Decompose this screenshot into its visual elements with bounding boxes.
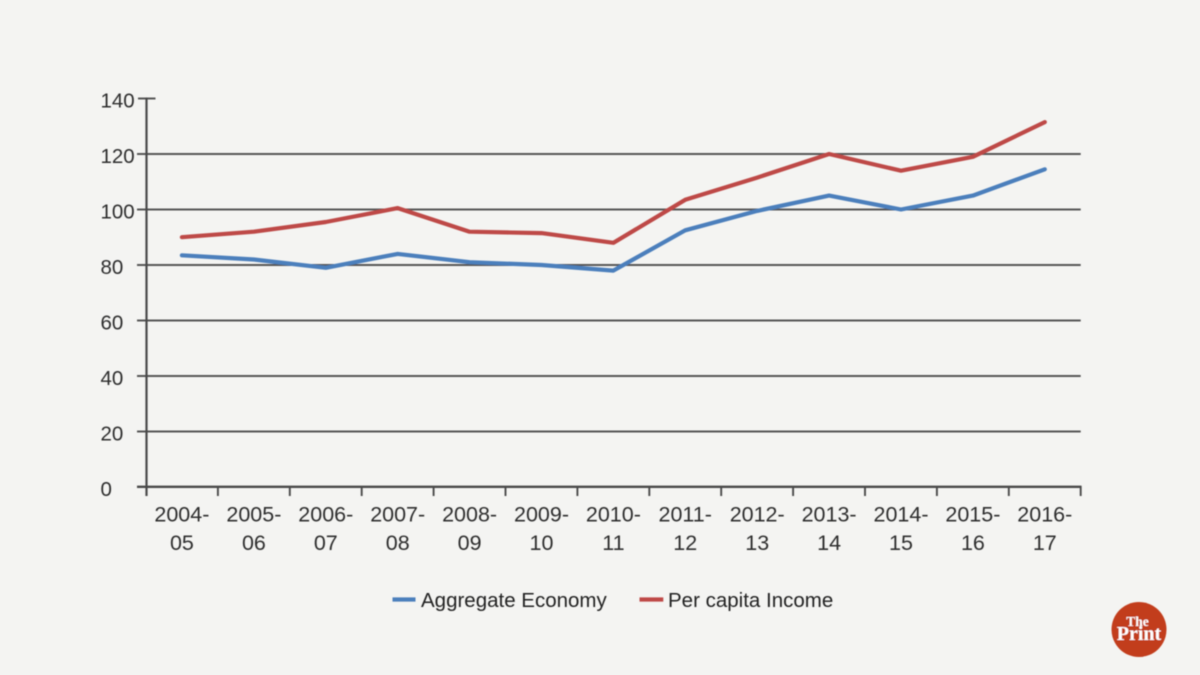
svg-text:120: 120 bbox=[101, 145, 135, 168]
svg-text:16: 16 bbox=[961, 531, 985, 555]
svg-text:10: 10 bbox=[530, 531, 554, 555]
svg-text:15: 15 bbox=[889, 531, 913, 555]
svg-text:12: 12 bbox=[673, 531, 697, 555]
svg-text:80: 80 bbox=[101, 256, 124, 279]
svg-text:17: 17 bbox=[1033, 531, 1057, 555]
svg-text:Print: Print bbox=[1117, 623, 1162, 645]
svg-text:2006-: 2006- bbox=[298, 503, 353, 527]
svg-text:140: 140 bbox=[101, 89, 135, 112]
svg-text:08: 08 bbox=[386, 531, 410, 555]
svg-text:20: 20 bbox=[101, 422, 124, 445]
svg-text:2008-: 2008- bbox=[442, 503, 497, 527]
svg-text:60: 60 bbox=[101, 311, 124, 334]
svg-text:2005-: 2005- bbox=[226, 503, 281, 527]
svg-text:07: 07 bbox=[314, 531, 338, 555]
svg-text:2011-: 2011- bbox=[658, 503, 711, 527]
svg-text:11: 11 bbox=[602, 531, 624, 555]
svg-text:2016-: 2016- bbox=[1017, 503, 1072, 527]
svg-text:Per capita Income: Per capita Income bbox=[668, 589, 833, 612]
svg-text:13: 13 bbox=[745, 531, 769, 555]
svg-text:2014-: 2014- bbox=[874, 503, 929, 527]
svg-text:2010-: 2010- bbox=[586, 503, 641, 527]
svg-text:40: 40 bbox=[101, 367, 124, 390]
svg-text:14: 14 bbox=[817, 531, 841, 555]
svg-text:2012-: 2012- bbox=[730, 503, 785, 527]
svg-text:The: The bbox=[1126, 614, 1149, 629]
svg-text:09: 09 bbox=[458, 531, 482, 555]
svg-text:Aggregate Economy: Aggregate Economy bbox=[421, 589, 608, 612]
svg-text:0: 0 bbox=[101, 478, 112, 501]
svg-text:2004-: 2004- bbox=[154, 503, 209, 527]
svg-text:05: 05 bbox=[170, 531, 194, 555]
svg-text:2009-: 2009- bbox=[514, 503, 569, 527]
svg-text:2013-: 2013- bbox=[802, 503, 857, 527]
svg-text:2015-: 2015- bbox=[945, 503, 1000, 527]
svg-text:2007-: 2007- bbox=[370, 503, 425, 527]
svg-text:06: 06 bbox=[242, 531, 266, 555]
svg-text:100: 100 bbox=[101, 200, 135, 223]
